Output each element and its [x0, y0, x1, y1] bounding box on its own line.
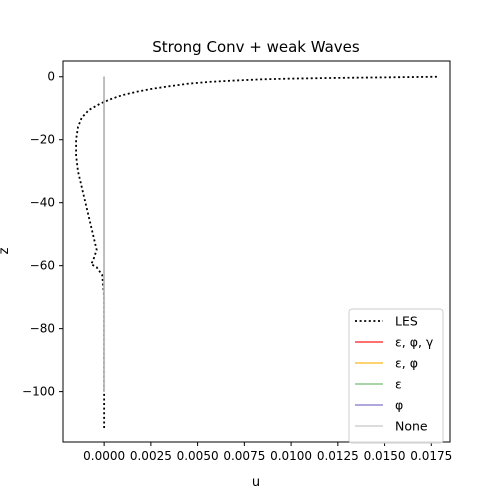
legend-label-1: ε, φ, γ	[395, 335, 434, 350]
legend: LES ε, φ, γ ε, φ εφ None	[348, 308, 444, 444]
x-axis-label: u	[252, 475, 260, 490]
chart-title: Strong Conv + weak Waves	[152, 38, 360, 56]
legend-label-0: LES	[395, 314, 418, 329]
series-line-0	[75, 75, 437, 430]
x-tick-label: 0.0125	[317, 449, 359, 463]
x-tick-label: 0.0000	[83, 449, 125, 463]
y-tick-label: −100	[22, 385, 55, 399]
y-tick-label: −40	[30, 196, 55, 210]
x-tick-label: 0.0100	[270, 449, 312, 463]
legend-label-4: φ	[395, 398, 403, 413]
x-tick-label: 0.0075	[223, 449, 265, 463]
y-tick-label: 0	[47, 70, 55, 84]
legend-label-2: ε, φ	[395, 356, 418, 371]
y-tick-label: −20	[30, 133, 55, 147]
x-tick-label: 0.0050	[177, 449, 219, 463]
axes-frame	[62, 60, 451, 443]
x-tick-label: 0.0025	[130, 449, 172, 463]
x-tick-label: 0.0175	[410, 449, 452, 463]
x-tick-label: 0.0150	[364, 449, 406, 463]
plot-area: 0.0000 0.0025 0.0050 0.0075 0.0100 0.0125 0.01…	[22, 60, 452, 463]
legend-label-3: ε	[395, 377, 402, 392]
y-axis-label: z	[0, 247, 12, 254]
legend-label-5: None	[395, 419, 428, 434]
y-tick-label: −60	[30, 259, 55, 273]
y-tick-label: −80	[30, 322, 55, 336]
